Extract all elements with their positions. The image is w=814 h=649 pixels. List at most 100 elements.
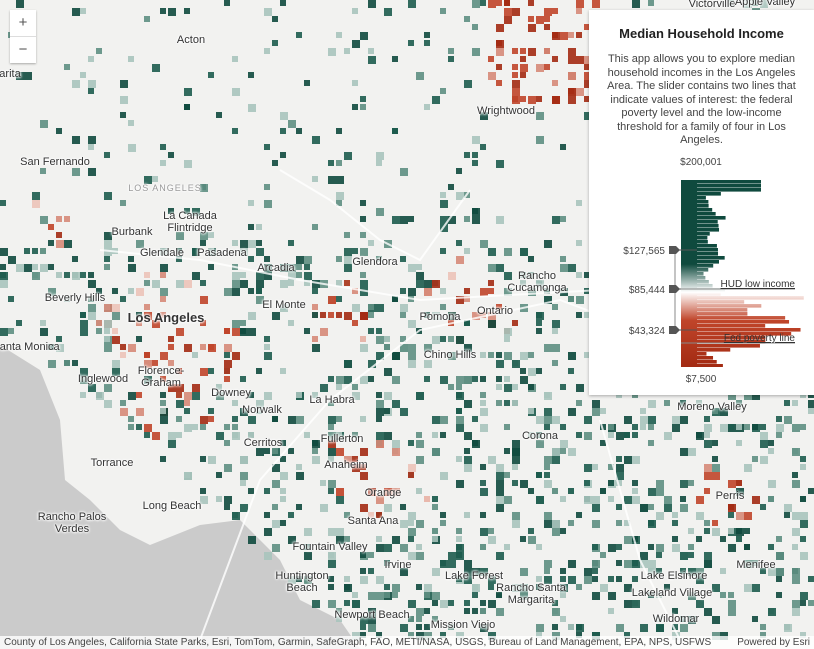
income-cell bbox=[232, 424, 238, 430]
income-cell bbox=[88, 272, 94, 278]
income-cell bbox=[560, 264, 568, 272]
income-cell bbox=[360, 504, 368, 512]
income-cell bbox=[104, 240, 112, 248]
income-cell bbox=[560, 576, 566, 582]
income-cell bbox=[224, 424, 230, 430]
income-cell bbox=[408, 264, 416, 272]
income-cell bbox=[736, 488, 744, 496]
histogram-slider[interactable]: $200,001 $7,500 $127,565 $85,444 $43,324 HUD … bbox=[589, 155, 814, 395]
income-cell bbox=[432, 496, 438, 502]
income-cell bbox=[576, 272, 582, 278]
zoom-out[interactable]: − bbox=[10, 36, 36, 63]
income-cell bbox=[456, 544, 464, 552]
income-cell bbox=[520, 592, 528, 600]
income-cell bbox=[768, 480, 776, 488]
income-cell bbox=[56, 128, 62, 134]
income-cell bbox=[280, 472, 288, 480]
income-cell bbox=[304, 272, 312, 280]
income-cell bbox=[128, 264, 136, 272]
income-cell bbox=[360, 632, 366, 638]
income-cell bbox=[152, 320, 160, 328]
place-label: Santa Monica bbox=[0, 341, 60, 353]
income-cell bbox=[224, 504, 230, 510]
income-cell bbox=[800, 520, 808, 528]
income-cell bbox=[336, 312, 342, 318]
place-label: Acton bbox=[176, 34, 206, 46]
income-cell bbox=[448, 272, 456, 280]
income-cell bbox=[344, 152, 352, 160]
income-cell bbox=[440, 416, 448, 424]
income-cell bbox=[664, 496, 672, 504]
income-cell bbox=[312, 280, 320, 288]
income-cell bbox=[768, 448, 774, 454]
income-cell bbox=[296, 576, 302, 582]
zoom-in[interactable]: + bbox=[18, 14, 28, 31]
income-cell bbox=[552, 56, 558, 62]
income-cell bbox=[280, 440, 286, 446]
income-cell bbox=[560, 616, 566, 622]
attribution: County of Los Angeles, California State … bbox=[4, 637, 712, 648]
income-cell bbox=[136, 288, 144, 296]
place-label: Burbank bbox=[111, 226, 153, 238]
income-cell bbox=[232, 400, 238, 406]
income-cell bbox=[560, 528, 566, 534]
income-cell bbox=[376, 352, 384, 360]
income-cell bbox=[416, 432, 422, 438]
income-cell bbox=[704, 464, 712, 472]
income-cell bbox=[496, 592, 502, 598]
income-cell bbox=[608, 608, 614, 614]
income-cell bbox=[464, 376, 472, 384]
income-cell bbox=[576, 88, 584, 96]
income-cell bbox=[200, 344, 206, 350]
place-label: Long Beach bbox=[142, 500, 202, 512]
income-cell bbox=[640, 552, 648, 560]
income-cell bbox=[712, 472, 720, 480]
income-cell bbox=[544, 416, 552, 424]
income-cell bbox=[232, 512, 240, 520]
income-cell bbox=[536, 64, 544, 72]
income-cell bbox=[552, 448, 560, 456]
income-cell bbox=[424, 496, 430, 502]
income-cell bbox=[472, 208, 480, 216]
income-cell bbox=[384, 8, 392, 16]
income-cell bbox=[344, 376, 352, 384]
income-cell bbox=[800, 464, 806, 470]
income-cell bbox=[216, 112, 222, 118]
powered-by[interactable]: Powered by Esri bbox=[737, 637, 810, 648]
income-cell bbox=[496, 80, 502, 86]
income-cell bbox=[48, 288, 56, 296]
income-cell bbox=[72, 136, 80, 144]
income-cell bbox=[552, 624, 558, 630]
income-cell bbox=[776, 424, 784, 432]
income-cell bbox=[776, 432, 782, 438]
income-cell bbox=[360, 280, 368, 288]
income-cell bbox=[624, 600, 632, 608]
income-cell bbox=[112, 312, 120, 320]
income-cell bbox=[312, 304, 318, 310]
income-cell bbox=[328, 488, 334, 494]
income-cell bbox=[552, 416, 560, 424]
income-cell bbox=[528, 528, 534, 534]
income-cell bbox=[736, 528, 742, 534]
income-cell bbox=[800, 392, 806, 398]
income-cell bbox=[360, 472, 368, 480]
income-cell bbox=[408, 616, 414, 622]
income-cell bbox=[512, 360, 520, 368]
income-cell bbox=[456, 416, 464, 424]
income-cell bbox=[400, 624, 408, 632]
income-cell bbox=[232, 56, 238, 62]
income-cell bbox=[440, 336, 446, 342]
income-cell bbox=[288, 240, 294, 246]
income-cell bbox=[576, 432, 582, 438]
income-cell bbox=[416, 72, 424, 80]
income-cell bbox=[112, 304, 120, 312]
income-cell bbox=[616, 544, 622, 550]
income-cell bbox=[672, 416, 680, 424]
income-cell bbox=[144, 312, 152, 320]
income-cell bbox=[88, 56, 94, 62]
income-cell bbox=[120, 80, 128, 88]
income-cell bbox=[40, 216, 48, 224]
income-cell bbox=[360, 376, 368, 384]
income-cell bbox=[528, 536, 536, 544]
income-cell bbox=[800, 456, 806, 462]
